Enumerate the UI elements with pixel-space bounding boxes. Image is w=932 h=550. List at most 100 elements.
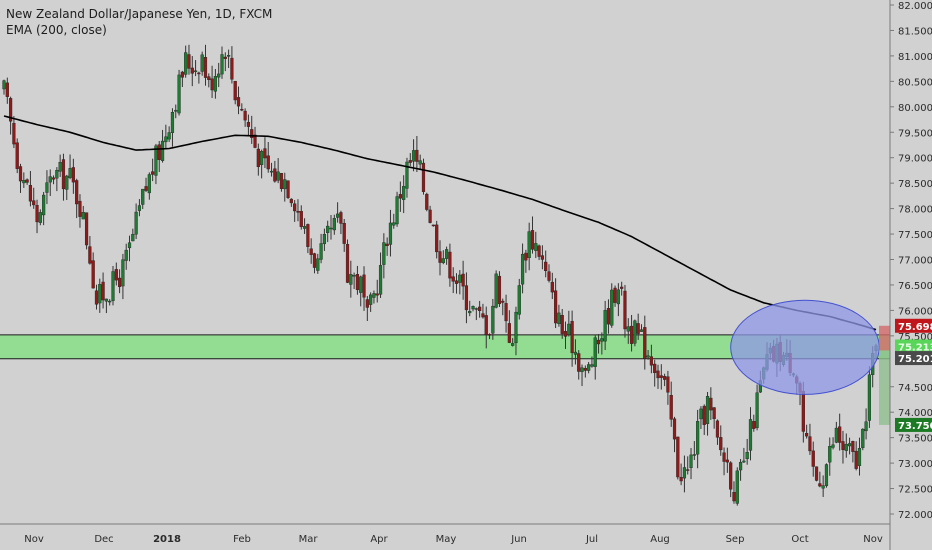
candle-up — [177, 74, 181, 114]
candle — [560, 308, 564, 339]
candle — [144, 177, 148, 193]
candle — [425, 192, 429, 212]
time-tick-label: Mar — [299, 534, 319, 545]
candle-up — [392, 222, 396, 226]
candle-down — [61, 159, 66, 190]
candle-down — [709, 397, 713, 411]
candle — [659, 364, 663, 390]
candle-down — [362, 274, 366, 298]
time-tick-label: May — [436, 534, 457, 545]
candle — [606, 299, 611, 334]
candle — [94, 284, 99, 310]
candle-down — [524, 252, 528, 261]
candle-up — [302, 226, 307, 229]
candle-down — [293, 203, 297, 212]
candle-up — [494, 273, 498, 308]
candle-up — [742, 460, 746, 463]
candle — [732, 481, 736, 504]
candle-up — [68, 168, 72, 178]
candle — [326, 220, 330, 243]
candle-up — [227, 55, 231, 57]
candle-up — [567, 323, 571, 335]
candle-up — [154, 145, 158, 176]
price-tick-label: 73.500 — [898, 434, 932, 445]
candle-up — [134, 211, 138, 235]
candle — [68, 154, 72, 180]
candle-up — [692, 454, 696, 456]
candle-up — [831, 444, 835, 448]
candle-up — [748, 419, 753, 451]
candle-down — [408, 160, 412, 163]
candle-down — [15, 142, 19, 169]
candle-up — [359, 276, 363, 293]
ema-200-line — [3, 115, 877, 331]
candle — [227, 49, 231, 68]
candle-up — [573, 351, 578, 355]
candle — [474, 307, 478, 321]
candle-up — [200, 54, 204, 72]
candle-down — [118, 277, 122, 288]
candle-up — [600, 338, 604, 342]
candle — [256, 143, 260, 176]
candle-down — [438, 251, 442, 263]
candle — [210, 65, 214, 98]
candle-up — [580, 367, 584, 373]
candle-down — [669, 395, 673, 420]
projection-target-box — [879, 350, 890, 425]
candle-up — [402, 186, 406, 200]
candle-down — [451, 276, 455, 282]
candle-up — [441, 258, 445, 264]
candle — [2, 79, 6, 95]
candle-down — [596, 339, 601, 345]
candle — [669, 381, 673, 427]
candle — [805, 424, 809, 439]
candle-down — [801, 390, 805, 432]
price-labels-group: 75.698 75.21375.201 73.750 — [895, 318, 932, 432]
candle — [636, 313, 640, 340]
candle — [111, 265, 115, 306]
candle-down — [243, 110, 247, 121]
candle-up — [520, 253, 525, 285]
candle — [461, 260, 465, 300]
candle — [666, 370, 670, 405]
candle-up — [55, 169, 59, 179]
candle — [596, 333, 601, 354]
candle — [42, 191, 46, 226]
candle-up — [458, 274, 462, 283]
candle — [454, 273, 459, 294]
candle — [676, 436, 680, 480]
candle-down — [481, 313, 485, 318]
candle-down — [814, 466, 819, 481]
candle — [702, 404, 706, 435]
candle-up — [48, 176, 52, 183]
candle — [411, 139, 416, 172]
candle-down — [550, 281, 554, 293]
candle — [299, 205, 303, 230]
candle-up — [844, 443, 848, 451]
price-tick-label: 76.500 — [898, 281, 932, 292]
candle-up — [65, 175, 69, 190]
highlight-ellipse-group — [730, 299, 880, 395]
candle — [626, 318, 630, 344]
candle — [61, 153, 66, 201]
candle — [200, 51, 204, 76]
candle — [441, 250, 445, 265]
candle — [487, 333, 492, 340]
candle — [517, 278, 521, 320]
candle — [656, 364, 660, 389]
candle-down — [808, 436, 812, 452]
ema-line-group — [3, 115, 877, 331]
candle-down — [88, 246, 92, 264]
price-tick-label: 77.500 — [898, 230, 932, 241]
candle — [372, 290, 376, 304]
candle-down — [190, 67, 194, 74]
candle — [851, 440, 855, 463]
candle — [260, 149, 264, 179]
candle-down — [530, 230, 535, 250]
candle — [672, 416, 677, 453]
candle — [643, 315, 647, 370]
candle-up — [646, 355, 650, 358]
candle-up — [58, 162, 62, 172]
candle-down — [210, 78, 214, 91]
candle-up — [174, 110, 178, 112]
